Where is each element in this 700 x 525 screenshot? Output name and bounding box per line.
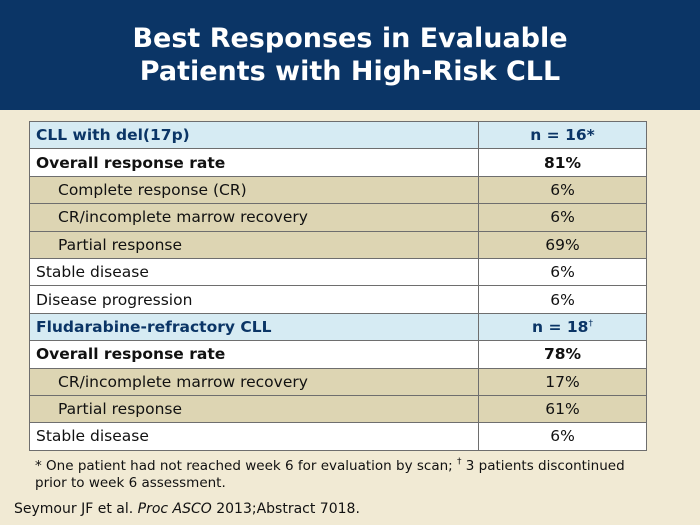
- row-value: 6%: [478, 257, 647, 287]
- row-label: Complete response (CR): [29, 175, 479, 205]
- row-label: Disease progression: [29, 285, 479, 314]
- row-value-text: 69%: [545, 235, 580, 254]
- row-value: 69%: [478, 230, 647, 259]
- row-label: Fludarabine-refractory CLL: [29, 312, 479, 342]
- table-row: Stable disease 6%: [29, 257, 647, 287]
- row-value: 6%: [478, 422, 647, 451]
- row-label: Partial response: [29, 394, 479, 424]
- footnote-mark-asterisk: *: [35, 458, 42, 474]
- citation-rest: 2013;Abstract 7018.: [211, 501, 360, 517]
- row-value: 17%: [478, 367, 647, 396]
- row-value-text: 17%: [545, 372, 580, 391]
- table-row: Disease progression 6%: [29, 285, 647, 314]
- row-label: Partial response: [29, 230, 479, 259]
- table-row: CR/incomplete marrow recovery 17%: [29, 367, 647, 396]
- table-row: Partial response 61%: [29, 394, 647, 424]
- row-label: CR/incomplete marrow recovery: [29, 367, 479, 396]
- slide-title: Best Responses in Evaluable Patients wit…: [132, 23, 568, 87]
- citation-authors: Seymour JF et al.: [14, 501, 138, 517]
- row-label: Overall response rate: [29, 148, 479, 177]
- row-value-text: 6%: [550, 290, 575, 309]
- table-row: Fludarabine-refractory CLL n = 18†: [29, 312, 647, 342]
- row-label: Stable disease: [29, 257, 479, 287]
- table-row: Complete response (CR) 6%: [29, 175, 647, 205]
- citation-journal: Proc ASCO: [137, 501, 212, 517]
- row-value: 81%: [478, 148, 647, 177]
- row-value: 78%: [478, 340, 647, 369]
- footnote-text-2: 3 patients discontinued prior to week 6 …: [35, 458, 625, 491]
- row-value-text: n = 18: [532, 317, 589, 336]
- citation: Seymour JF et al. Proc ASCO 2013;Abstrac…: [14, 501, 360, 517]
- row-value-text: 6%: [550, 208, 575, 227]
- row-value: 6%: [478, 175, 647, 205]
- row-value: 61%: [478, 394, 647, 424]
- table-row: CLL with del(17p) n = 16*: [29, 120, 647, 150]
- row-value-text: 6%: [550, 263, 575, 282]
- row-value-text: 6%: [550, 427, 575, 446]
- row-value: n = 16*: [478, 120, 647, 150]
- row-label: CR/incomplete marrow recovery: [29, 203, 479, 232]
- table-row: Overall response rate 78%: [29, 340, 647, 369]
- row-value: 6%: [478, 285, 647, 314]
- response-table: CLL with del(17p) n = 16* Overall response…: [29, 120, 647, 451]
- row-label: Overall response rate: [29, 340, 479, 369]
- title-banner: Best Responses in Evaluable Patients wit…: [0, 0, 700, 110]
- table-row: Overall response rate 81%: [29, 148, 647, 177]
- footnote: * One patient had not reached week 6 for…: [35, 454, 635, 492]
- row-label: Stable disease: [29, 422, 479, 451]
- table-row: Partial response 69%: [29, 230, 647, 259]
- table-row: Stable disease 6%: [29, 422, 647, 451]
- row-value-text: 78%: [543, 345, 582, 364]
- row-value: n = 18†: [478, 312, 647, 342]
- row-value-text: 61%: [545, 400, 580, 419]
- row-value-text: n = 16*: [530, 126, 595, 145]
- footnote-mark-dagger: †: [457, 457, 462, 467]
- row-value: 6%: [478, 203, 647, 232]
- row-value-text: 6%: [550, 180, 575, 199]
- row-label: CLL with del(17p): [29, 120, 479, 150]
- row-value-text: 81%: [543, 153, 582, 172]
- dagger-mark: †: [588, 318, 593, 329]
- table-row: CR/incomplete marrow recovery 6%: [29, 203, 647, 232]
- footnote-text-1: One patient had not reached week 6 for e…: [41, 458, 457, 474]
